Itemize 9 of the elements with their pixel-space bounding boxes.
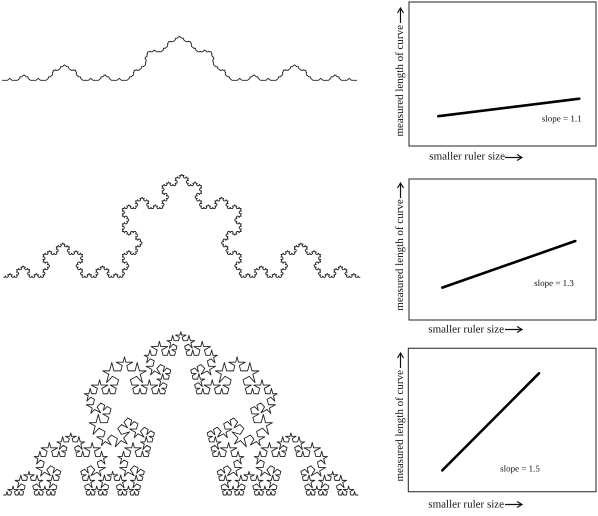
x-axis-title: smaller ruler size <box>428 498 504 510</box>
y-axis-title: measured length of curve <box>394 199 406 311</box>
y-axis-title: measured length of curve <box>394 370 406 482</box>
x-axis-title: smaller ruler size <box>428 323 504 336</box>
x-axis-title: smaller ruler size <box>429 150 506 163</box>
annotation: slope = 1.3 <box>534 278 574 288</box>
y-axis-title: measured length of curve <box>394 24 406 137</box>
annotation: slope = 1.1 <box>542 113 582 124</box>
annotation: slope = 1.5 <box>500 463 540 474</box>
